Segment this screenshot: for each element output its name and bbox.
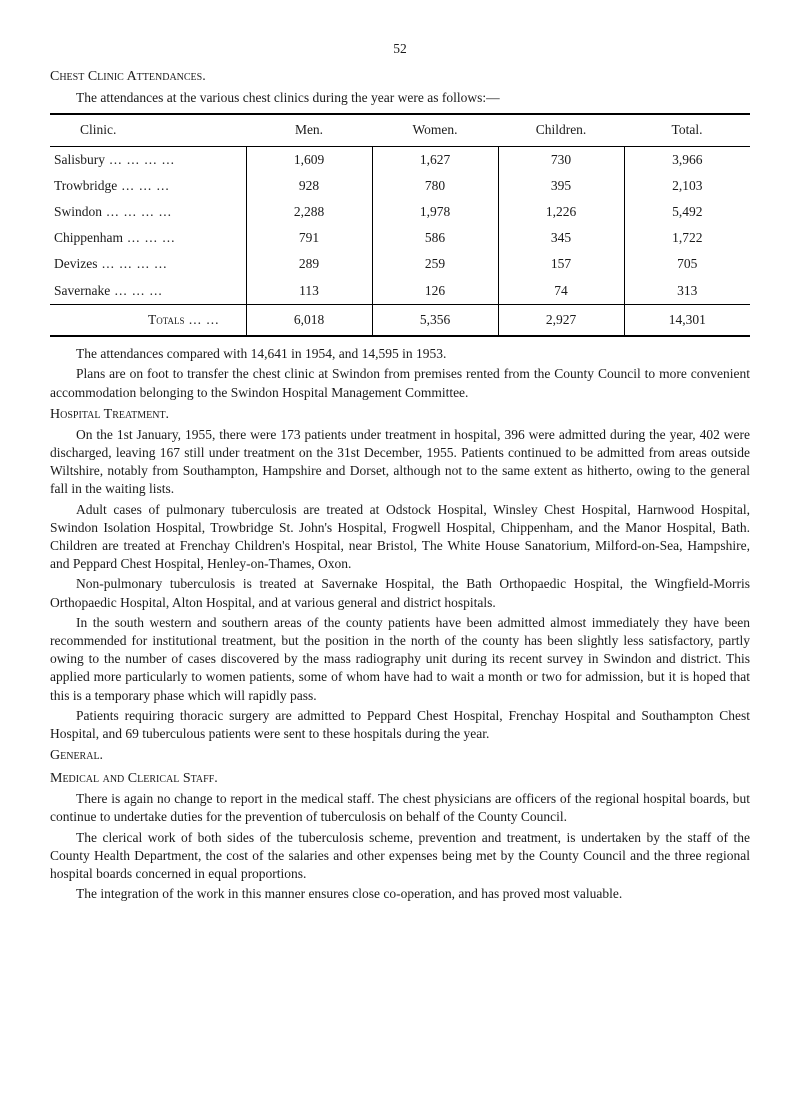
total-cell: 3,966 — [624, 146, 750, 173]
clinic-cell: Swindon — [50, 199, 246, 225]
men-cell: 928 — [246, 173, 372, 199]
women-cell: 586 — [372, 225, 498, 251]
table-row: Savernake 113 126 74 313 — [50, 278, 750, 305]
general-title: General. — [50, 747, 750, 766]
main-title: Chest Clinic Attendances. — [50, 68, 750, 87]
table-row: Trowbridge 928 780 395 2,103 — [50, 173, 750, 199]
men-cell: 113 — [246, 278, 372, 305]
totals-women: 5,356 — [372, 304, 498, 336]
total-cell: 313 — [624, 278, 750, 305]
clinic-cell: Savernake — [50, 278, 246, 305]
hospital-title: Hospital Treatment. — [50, 406, 750, 425]
attendance-table: Clinic. Men. Women. Children. Total. Sal… — [50, 113, 750, 337]
men-cell: 289 — [246, 251, 372, 277]
table-row: Swindon 2,288 1,978 1,226 5,492 — [50, 199, 750, 225]
totals-men: 6,018 — [246, 304, 372, 336]
totals-total: 14,301 — [624, 304, 750, 336]
children-cell: 730 — [498, 146, 624, 173]
women-cell: 126 — [372, 278, 498, 305]
header-men: Men. — [246, 114, 372, 146]
men-cell: 2,288 — [246, 199, 372, 225]
children-cell: 74 — [498, 278, 624, 305]
totals-row: Totals 6,018 5,356 2,927 14,301 — [50, 304, 750, 336]
header-women: Women. — [372, 114, 498, 146]
totals-children: 2,927 — [498, 304, 624, 336]
total-cell: 1,722 — [624, 225, 750, 251]
medical-p1: There is again no change to report in th… — [50, 790, 750, 826]
plans-text: Plans are on foot to transfer the chest … — [50, 365, 750, 401]
hospital-p2: Adult cases of pulmonary tuberculosis ar… — [50, 501, 750, 574]
hospital-p1: On the 1st January, 1955, there were 173… — [50, 426, 750, 499]
children-cell: 157 — [498, 251, 624, 277]
women-cell: 259 — [372, 251, 498, 277]
hospital-p5: Patients requiring thoracic surgery are … — [50, 707, 750, 743]
totals-label: Totals — [50, 304, 246, 336]
hospital-p3: Non-pulmonary tuberculosis is treated at… — [50, 575, 750, 611]
total-cell: 705 — [624, 251, 750, 277]
clinic-cell: Trowbridge — [50, 173, 246, 199]
men-cell: 791 — [246, 225, 372, 251]
total-cell: 5,492 — [624, 199, 750, 225]
children-cell: 1,226 — [498, 199, 624, 225]
total-cell: 2,103 — [624, 173, 750, 199]
women-cell: 1,627 — [372, 146, 498, 173]
compare-text: The attendances compared with 14,641 in … — [50, 345, 750, 363]
medical-title: Medical and Clerical Staff. — [50, 770, 750, 789]
women-cell: 1,978 — [372, 199, 498, 225]
children-cell: 345 — [498, 225, 624, 251]
clinic-cell: Devizes — [50, 251, 246, 277]
page-number: 52 — [50, 40, 750, 58]
header-total: Total. — [624, 114, 750, 146]
table-row: Salisbury 1,609 1,627 730 3,966 — [50, 146, 750, 173]
header-clinic: Clinic. — [50, 114, 246, 146]
medical-p3: The integration of the work in this mann… — [50, 885, 750, 903]
clinic-cell: Salisbury — [50, 146, 246, 173]
intro-text: The attendances at the various chest cli… — [50, 89, 750, 107]
children-cell: 395 — [498, 173, 624, 199]
clinic-cell: Chippenham — [50, 225, 246, 251]
medical-p2: The clerical work of both sides of the t… — [50, 829, 750, 884]
header-children: Children. — [498, 114, 624, 146]
table-row: Devizes 289 259 157 705 — [50, 251, 750, 277]
table-row: Chippenham 791 586 345 1,722 — [50, 225, 750, 251]
men-cell: 1,609 — [246, 146, 372, 173]
hospital-p4: In the south western and southern areas … — [50, 614, 750, 705]
women-cell: 780 — [372, 173, 498, 199]
